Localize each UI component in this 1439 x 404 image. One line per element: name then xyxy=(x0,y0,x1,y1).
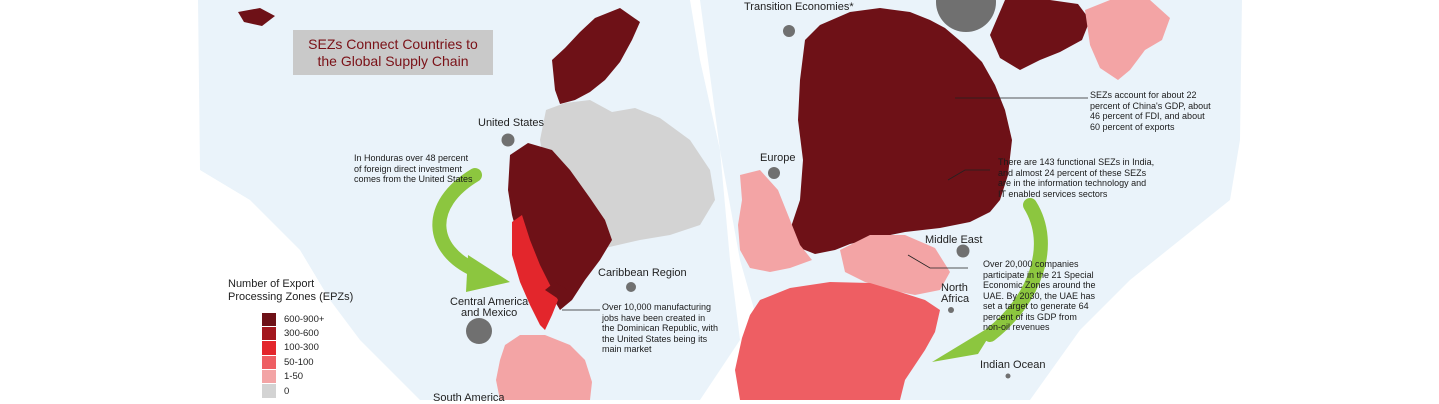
legend-label: 1-50 xyxy=(284,371,304,383)
central-america-landmass xyxy=(512,215,558,330)
legend-row-50-100: 50-100 xyxy=(262,355,353,370)
dominican-note-line: jobs have been created in xyxy=(602,312,706,323)
alaska-landmass xyxy=(238,8,275,26)
honduras-note-line: of foreign direct investment xyxy=(354,163,463,174)
legend-swatch xyxy=(262,384,276,398)
india-note: There are 143 functional SEZs in India, … xyxy=(998,157,1154,199)
landmasses xyxy=(238,0,1170,400)
japan-landmass xyxy=(1085,0,1170,80)
legend-title: Number of Export Processing Zones (EPZs) xyxy=(228,278,353,304)
legend-label: 300-600 xyxy=(284,328,319,340)
far-east-landmass xyxy=(990,0,1090,70)
uae-note-line: Economic Zones around the xyxy=(983,280,1096,290)
north-africa-bubble xyxy=(948,307,954,313)
legend-swatch xyxy=(262,312,276,326)
uae-note-line: participate in the 21 Special xyxy=(983,269,1094,280)
united-states-bubble xyxy=(501,133,515,147)
legend-swatch xyxy=(262,341,276,355)
uae-note-line: percent of its GDP from xyxy=(983,311,1077,322)
eurasia-landmass xyxy=(790,8,1012,254)
map-title: SEZs Connect Countries to the Global Sup… xyxy=(293,30,493,75)
caribbean-bubble xyxy=(626,282,636,292)
legend-row-1-50: 1-50 xyxy=(262,370,353,384)
arrow-us-to-central-america xyxy=(432,168,482,277)
greenland-landmass xyxy=(552,8,640,104)
uae-note: Over 20,000 companies participate in the… xyxy=(983,259,1096,333)
legend-swatch xyxy=(262,370,276,384)
legend-row-0: 0 xyxy=(262,384,353,398)
legend-label: 100-300 xyxy=(284,342,319,354)
legend-row-300-600: 300-600 xyxy=(262,326,353,341)
legend-row-600-900: 600-900+ xyxy=(262,312,353,326)
map-title-line-1: SEZs Connect Countries to xyxy=(308,35,478,52)
middle-east-bubble xyxy=(956,244,970,258)
legend-label: 600-900+ xyxy=(284,313,325,325)
legend-title-line-2: Processing Zones (EPZs) xyxy=(228,291,354,303)
uae-note-line: non-oil revenues xyxy=(983,322,1050,332)
transition-economies-bubble xyxy=(936,0,996,32)
arrow-india-to-africa xyxy=(983,198,1048,342)
region-bubbles xyxy=(466,0,1011,379)
indian-ocean-label: Indian Ocean xyxy=(980,359,1046,371)
arrow-us-to-central-america-head xyxy=(466,255,510,292)
north-africa-label-line-1: North xyxy=(941,282,968,294)
india-note-line: IT enabled services sectors xyxy=(998,188,1108,199)
leader-lines xyxy=(562,97,1088,311)
india-note-line: There are 143 functional SEZs in India, xyxy=(998,157,1155,167)
dominican-note-line: Over 10,000 manufacturing xyxy=(602,302,712,312)
china-note-line: 60 percent of exports xyxy=(1090,121,1175,132)
ocean-lobe-left xyxy=(198,0,740,400)
central-america-label-line-2: and Mexico xyxy=(461,307,518,319)
indian-ocean-bubble xyxy=(1005,373,1011,379)
central-america-label: Central America and Mexico xyxy=(450,297,528,319)
middle-east-label: Middle East xyxy=(925,234,983,246)
legend-row-100-300: 100-300 xyxy=(262,341,353,355)
uae-note-line: Over 20,000 companies xyxy=(983,259,1079,269)
uae-note-line: set a target to generate 64 xyxy=(983,301,1089,311)
north-africa-label: North Africa xyxy=(941,283,969,305)
legend-label: 0 xyxy=(284,385,290,397)
china-note: SEZs account for about 22 percent of Chi… xyxy=(1090,90,1211,132)
united-states-label: United States xyxy=(478,117,545,129)
central-america-bubble xyxy=(466,318,492,344)
europe-bubble xyxy=(768,167,780,179)
africa-landmass xyxy=(735,282,940,400)
honduras-note: In Honduras over 48 percent of foreign d… xyxy=(354,153,473,185)
arrows xyxy=(432,168,1048,362)
dominican-note-line: main market xyxy=(602,344,652,354)
china-note-line: 46 percent of FDI, and about xyxy=(1090,111,1205,121)
south-america-label: South America xyxy=(433,392,505,404)
india-note-line: are in the information technology and xyxy=(998,178,1147,188)
transition-economies-small-bubble xyxy=(783,25,795,37)
dominican-note-line: the United States being its xyxy=(602,333,708,344)
transition-economies-label: Transition Economies* xyxy=(744,1,854,13)
europe-label: Europe xyxy=(760,152,796,164)
legend: Number of Export Processing Zones (EPZs)… xyxy=(228,278,353,398)
europe-landmass xyxy=(738,170,812,272)
uae-note-line: UAE. By 2030, the UAE has xyxy=(983,290,1096,301)
honduras-note-line: comes from the United States xyxy=(354,174,473,184)
caribbean-landmass xyxy=(545,282,568,300)
legend-title-line-1: Number of Export xyxy=(228,278,315,290)
china-note-line: percent of China's GDP, about xyxy=(1090,100,1211,111)
dominican-note-line: the Dominican Republic, with xyxy=(602,323,719,333)
china-note-line: SEZs account for about 22 xyxy=(1090,90,1197,100)
south-america-landmass xyxy=(496,335,592,400)
honduras-note-line: In Honduras over 48 percent xyxy=(354,153,469,163)
india-note-line: and almost 24 percent of these SEZs xyxy=(998,167,1147,178)
central-america-label-line-1: Central America xyxy=(450,296,529,308)
legend-swatch xyxy=(262,355,276,370)
legend-label: 50-100 xyxy=(284,356,314,368)
caribbean-region-label: Caribbean Region xyxy=(598,267,687,279)
arrow-india-to-africa-head xyxy=(932,322,998,362)
north-africa-label-line-2: Africa xyxy=(941,293,970,305)
map-title-line-2: the Global Supply Chain xyxy=(317,52,469,69)
dominican-note: Over 10,000 manufacturing jobs have been… xyxy=(602,302,718,355)
legend-swatch xyxy=(262,326,276,341)
middle-east-landmass xyxy=(840,235,950,295)
